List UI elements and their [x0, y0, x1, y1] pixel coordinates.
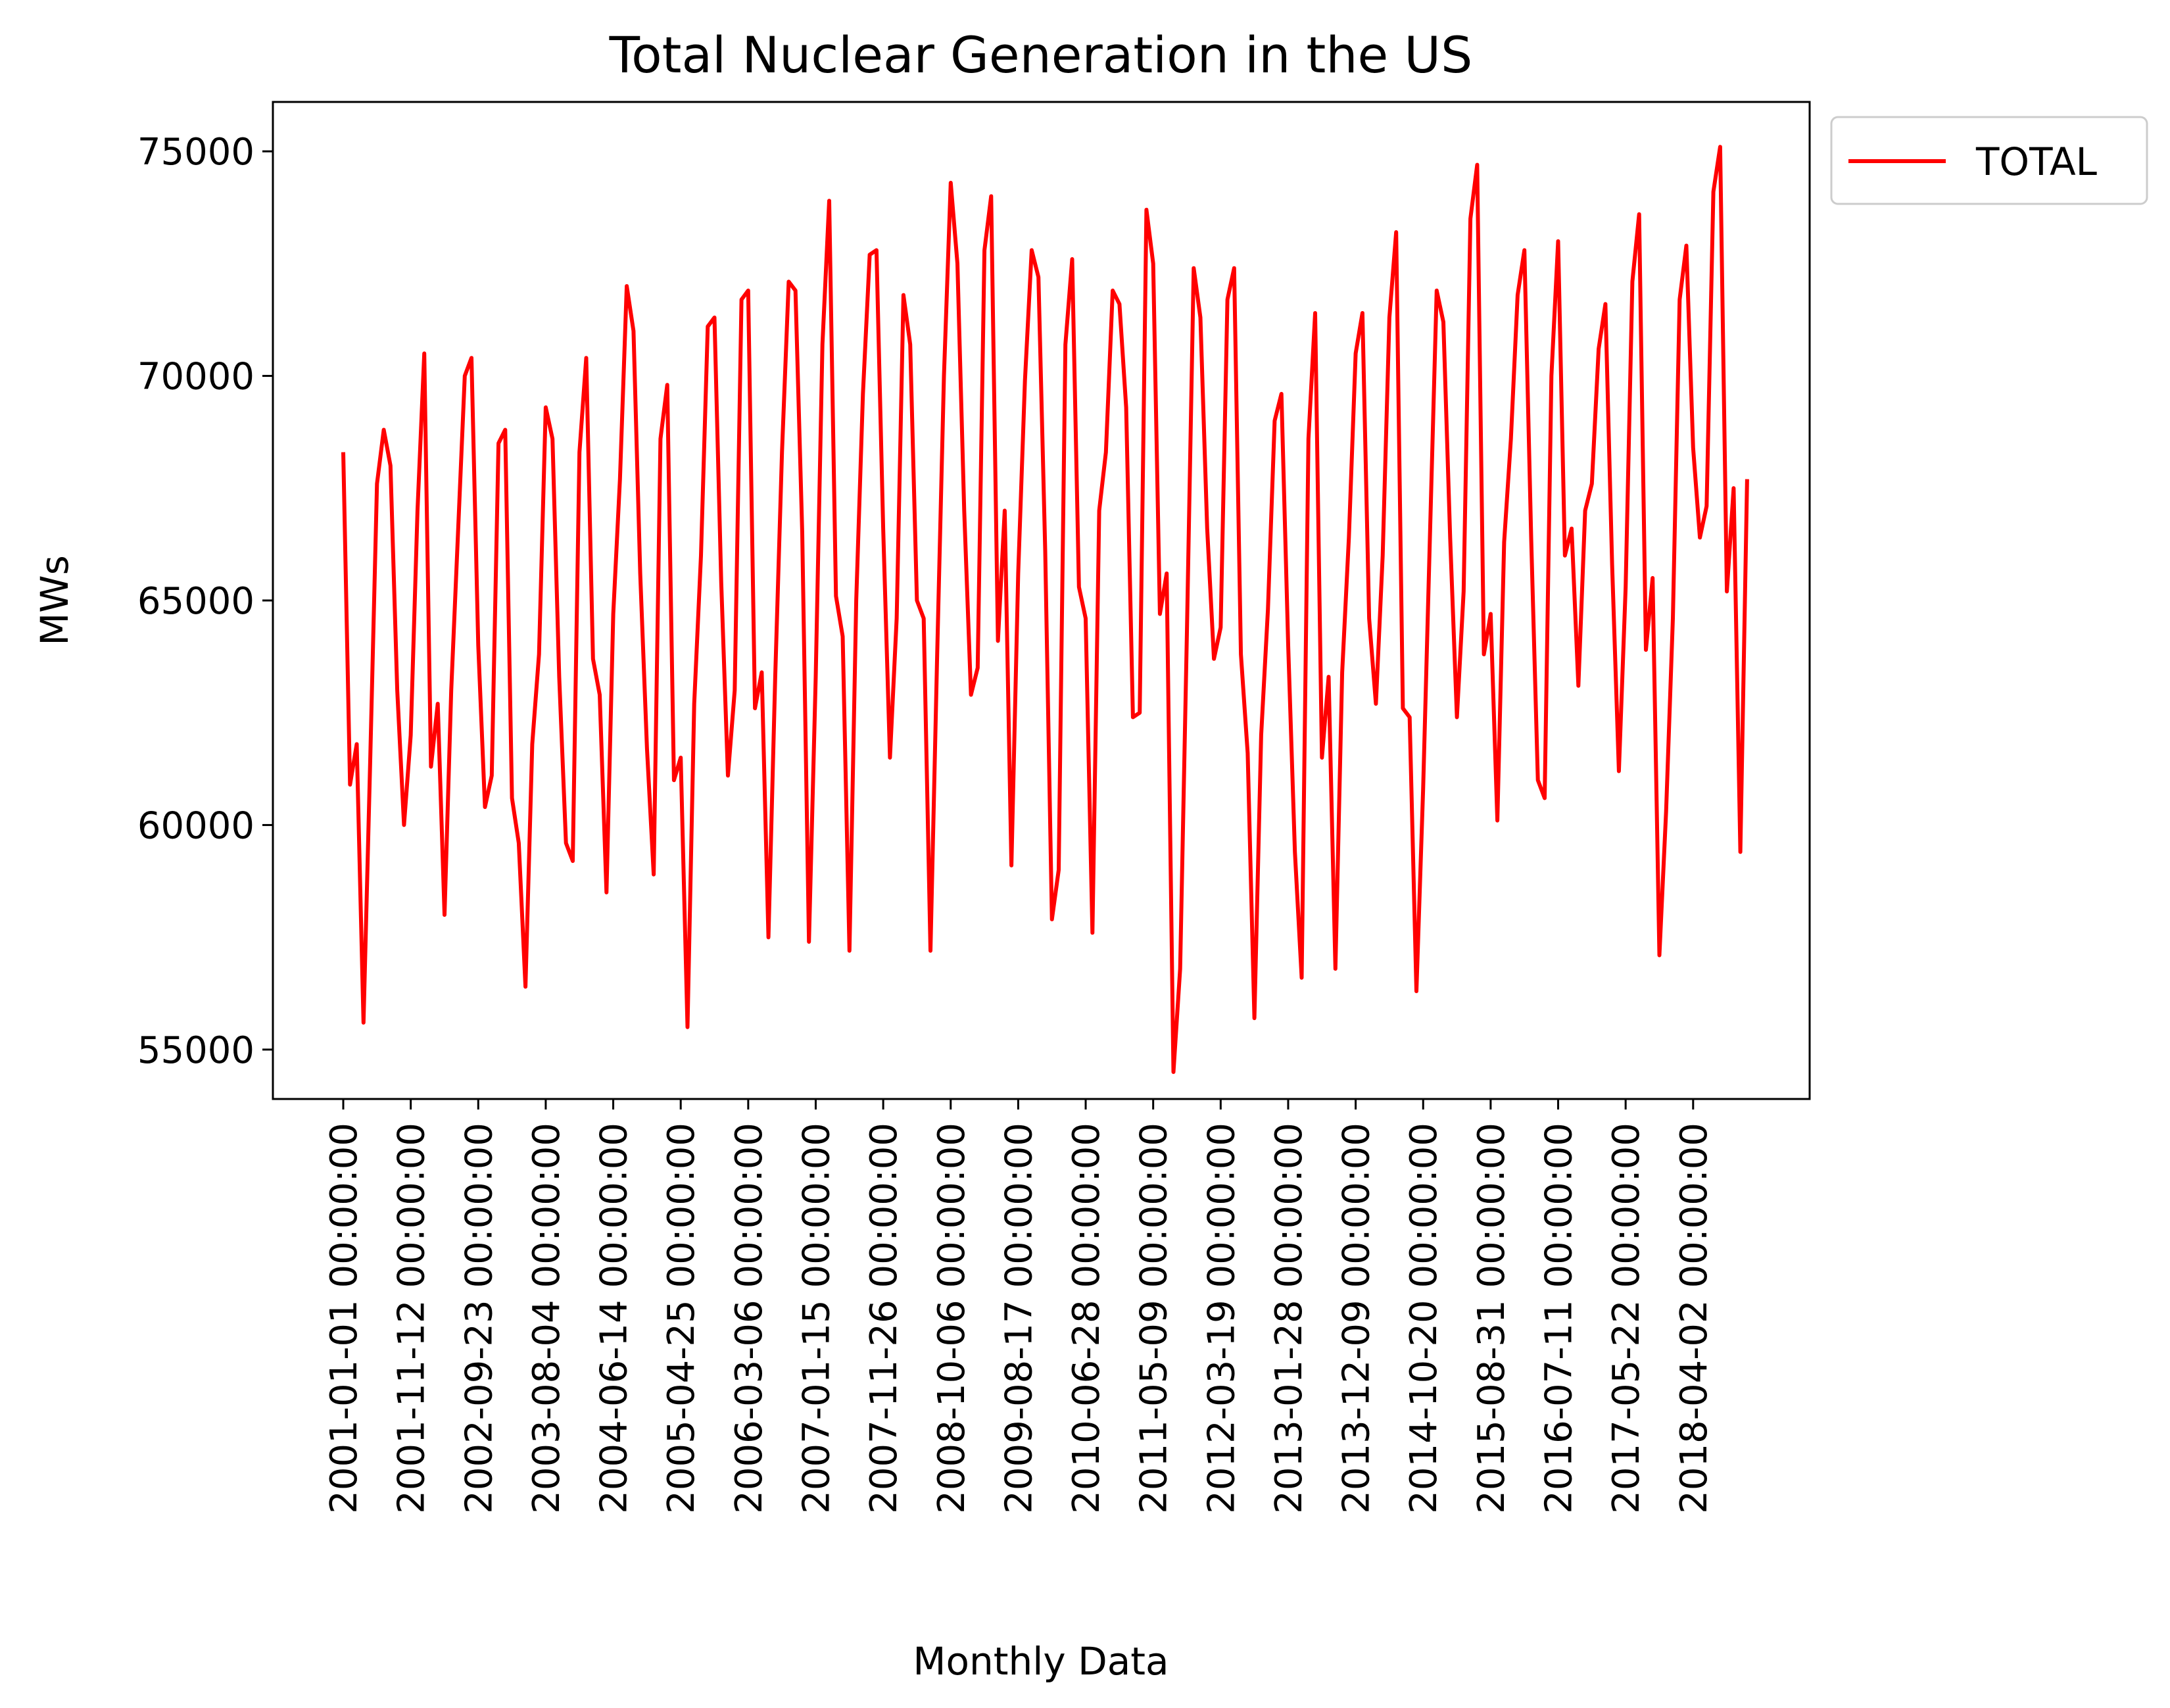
x-tick-label: 2016-07-11 00:00:00: [1538, 1123, 1581, 1514]
plot-frame: [272, 101, 1811, 1100]
x-tick-label: 2005-04-25 00:00:00: [660, 1123, 703, 1514]
x-tick-label: 2017-05-22 00:00:00: [1605, 1123, 1648, 1514]
series-line-total: [341, 145, 1749, 1074]
x-tick-label: 2018-04-02 00:00:00: [1673, 1123, 1716, 1514]
x-tick-label: 2001-11-12 00:00:00: [391, 1123, 433, 1514]
x-tick-label: 2009-08-17 00:00:00: [998, 1123, 1040, 1514]
y-tick-label: 70000: [137, 356, 254, 399]
x-tick-label: 2006-03-06 00:00:00: [728, 1123, 771, 1514]
y-axis-ticks: 55000 60000 65000 70000 75000: [137, 131, 273, 1072]
x-tick-label: 2002-09-23 00:00:00: [458, 1123, 500, 1514]
x-tick-label: 2012-03-19 00:00:00: [1200, 1123, 1243, 1514]
chart-title: Total Nuclear Generation in the US: [609, 26, 1473, 84]
y-tick-label: 75000: [137, 131, 254, 174]
legend-box: [1830, 116, 2148, 205]
y-axis-label: MWs: [32, 555, 77, 646]
x-tick-label: 2015-08-31 00:00:00: [1470, 1123, 1513, 1514]
x-tick-label: 2010-06-28 00:00:00: [1065, 1123, 1108, 1514]
x-axis-ticks: 2001-01-01 00:00:00 2001-11-12 00:00:00 20…: [323, 1099, 1716, 1514]
x-tick-label: 2004-06-14 00:00:00: [593, 1123, 636, 1514]
x-tick-label: 2008-10-06 00:00:00: [930, 1123, 973, 1514]
legend: TOTAL: [1830, 116, 2148, 205]
x-tick-label: 2007-11-26 00:00:00: [863, 1123, 905, 1514]
x-tick-label: 2007-01-15 00:00:00: [795, 1123, 838, 1514]
x-tick-label: 2013-01-28 00:00:00: [1268, 1123, 1311, 1514]
y-tick-label: 65000: [137, 580, 254, 623]
y-tick-label: 55000: [137, 1029, 254, 1072]
x-tick-label: 2013-12-09 00:00:00: [1336, 1123, 1378, 1514]
x-tick-label: 2003-08-04 00:00:00: [525, 1123, 568, 1514]
x-axis-label: Monthly Data: [913, 1639, 1169, 1684]
legend-label-total: TOTAL: [1975, 139, 2097, 184]
y-tick-label: 60000: [137, 804, 254, 847]
x-tick-label: 2001-01-01 00:00:00: [323, 1123, 366, 1514]
x-tick-label: 2011-05-09 00:00:00: [1133, 1123, 1176, 1514]
x-tick-label: 2014-10-20 00:00:00: [1403, 1123, 1445, 1514]
